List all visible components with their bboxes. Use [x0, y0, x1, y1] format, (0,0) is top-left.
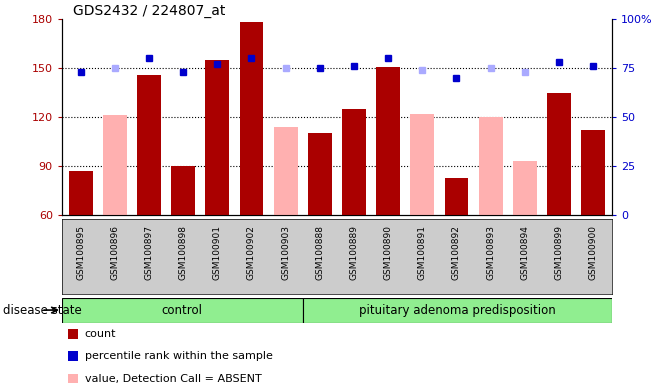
Bar — [410, 114, 434, 215]
Text: control: control — [161, 304, 202, 316]
Bar — [68, 171, 92, 215]
Text: GSM100901: GSM100901 — [213, 225, 222, 280]
Bar — [303, 298, 612, 323]
Text: GSM100889: GSM100889 — [350, 225, 359, 280]
Bar — [137, 75, 161, 215]
Text: GSM100888: GSM100888 — [315, 225, 324, 280]
Text: GSM100892: GSM100892 — [452, 225, 461, 280]
Text: GSM100898: GSM100898 — [178, 225, 187, 280]
Bar — [513, 161, 537, 215]
Text: GSM100900: GSM100900 — [589, 225, 598, 280]
Bar — [171, 166, 195, 215]
Bar — [103, 116, 127, 215]
Text: GSM100895: GSM100895 — [76, 225, 85, 280]
Bar — [240, 23, 264, 215]
Bar — [581, 130, 605, 215]
Bar — [205, 60, 229, 215]
Text: GSM100902: GSM100902 — [247, 225, 256, 280]
Text: GSM100899: GSM100899 — [555, 225, 564, 280]
Text: count: count — [85, 329, 116, 339]
Bar — [342, 109, 366, 215]
Bar — [273, 127, 298, 215]
Bar — [547, 93, 571, 215]
Text: GSM100893: GSM100893 — [486, 225, 495, 280]
Bar — [445, 177, 469, 215]
Text: pituitary adenoma predisposition: pituitary adenoma predisposition — [359, 304, 555, 316]
Text: GSM100890: GSM100890 — [383, 225, 393, 280]
Text: GSM100896: GSM100896 — [110, 225, 119, 280]
Text: disease state: disease state — [3, 304, 82, 316]
Bar — [308, 134, 332, 215]
Bar — [376, 66, 400, 215]
Text: percentile rank within the sample: percentile rank within the sample — [85, 351, 273, 361]
Bar — [62, 298, 303, 323]
Text: GSM100903: GSM100903 — [281, 225, 290, 280]
Text: GSM100897: GSM100897 — [145, 225, 154, 280]
Text: GSM100894: GSM100894 — [520, 225, 529, 280]
Text: value, Detection Call = ABSENT: value, Detection Call = ABSENT — [85, 374, 262, 384]
Text: GSM100891: GSM100891 — [418, 225, 427, 280]
Text: GDS2432 / 224807_at: GDS2432 / 224807_at — [73, 4, 225, 18]
Bar — [478, 117, 503, 215]
